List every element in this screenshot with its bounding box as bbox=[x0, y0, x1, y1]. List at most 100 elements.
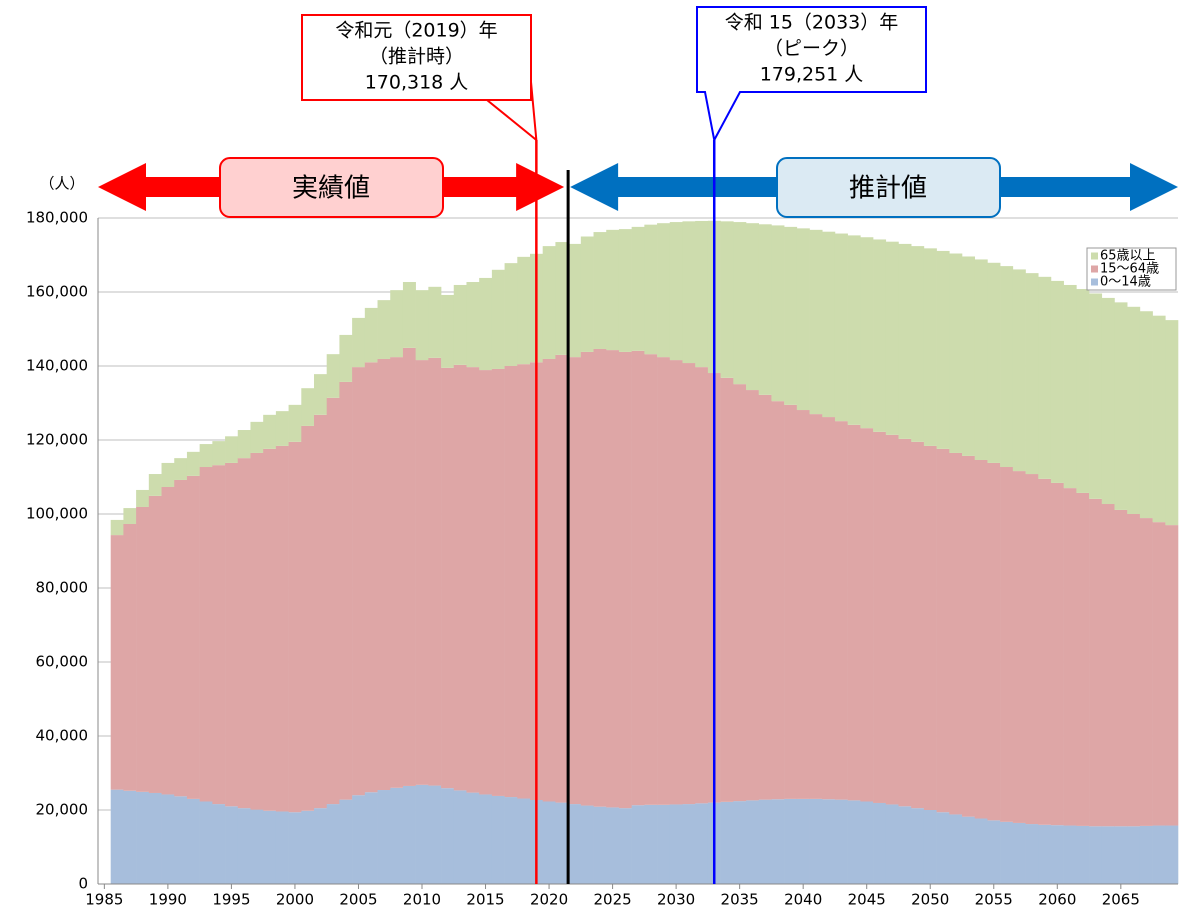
bar-segment bbox=[923, 445, 937, 810]
bar-segment bbox=[1139, 311, 1153, 519]
bar-segment bbox=[606, 350, 620, 808]
bar-segment bbox=[911, 246, 925, 442]
bar-segment bbox=[364, 362, 378, 793]
bar-segment bbox=[225, 462, 239, 807]
bar-segment bbox=[275, 811, 289, 884]
bar-segment bbox=[936, 812, 950, 884]
bar-segment bbox=[1076, 825, 1090, 884]
bar-segment bbox=[555, 354, 569, 803]
x-tick-label: 2055 bbox=[975, 891, 1013, 909]
bar-segment bbox=[1152, 522, 1166, 826]
bar-segment bbox=[618, 229, 632, 352]
bar-segment bbox=[225, 436, 239, 463]
bar-segment bbox=[415, 360, 429, 785]
bar-segment bbox=[1038, 478, 1052, 825]
period-label: 実績値 bbox=[292, 174, 370, 204]
bar-segment bbox=[301, 388, 315, 426]
bar-segment bbox=[568, 243, 582, 358]
bar-segment bbox=[275, 445, 289, 812]
bar-segment bbox=[275, 411, 289, 446]
bar-segment bbox=[1165, 825, 1179, 884]
bar-segment bbox=[860, 237, 874, 429]
bar-segment bbox=[618, 808, 632, 884]
bar-segment bbox=[885, 804, 899, 884]
y-tick-label: 180,000 bbox=[26, 209, 88, 227]
bar-segment bbox=[962, 455, 976, 817]
bar-segment bbox=[390, 290, 404, 358]
bar-segment bbox=[453, 790, 467, 884]
bar-segment bbox=[733, 222, 747, 385]
bar-segment bbox=[1012, 269, 1026, 472]
callout-text: （推計時） bbox=[369, 46, 464, 68]
bar-segment bbox=[466, 282, 480, 368]
x-tick-label: 2045 bbox=[848, 891, 886, 909]
bar-segment bbox=[911, 808, 925, 884]
bar-segment bbox=[1012, 471, 1026, 823]
bar-segment bbox=[352, 317, 366, 368]
bar-segment bbox=[555, 242, 569, 355]
bar-segment bbox=[402, 347, 416, 786]
bar-segment bbox=[491, 368, 505, 796]
legend-box bbox=[1086, 247, 1177, 291]
bar-segment bbox=[974, 459, 988, 819]
bar-segment bbox=[796, 228, 810, 411]
bar-segment bbox=[1038, 824, 1052, 884]
legend-swatch bbox=[1091, 265, 1098, 273]
bar-segment bbox=[1139, 825, 1153, 884]
bar-segment bbox=[834, 799, 848, 884]
bar-segment bbox=[657, 223, 671, 358]
bar-segment bbox=[987, 462, 1001, 821]
bar-segment bbox=[402, 785, 416, 884]
bar-segment bbox=[618, 351, 632, 809]
bar-segment bbox=[1038, 276, 1052, 479]
bar-segment bbox=[1089, 498, 1103, 827]
bar-segment bbox=[695, 803, 709, 884]
bar-segment bbox=[364, 792, 378, 884]
bar-segment bbox=[415, 290, 429, 361]
bar-segment bbox=[1114, 302, 1128, 510]
bar-segment bbox=[606, 807, 620, 884]
y-tick-label: 80,000 bbox=[36, 579, 89, 597]
bar-segment bbox=[568, 357, 582, 805]
x-tick-label: 1985 bbox=[85, 891, 123, 909]
bar-segment bbox=[1127, 826, 1141, 884]
bar-segment bbox=[339, 381, 353, 800]
bar-segment bbox=[148, 792, 162, 884]
bar-segment bbox=[123, 790, 137, 884]
callout-text: 令和元（2019）年 bbox=[335, 20, 497, 42]
callout-box bbox=[301, 14, 538, 143]
bar-segment bbox=[1000, 266, 1014, 468]
bar-segment bbox=[1127, 306, 1141, 514]
bar-segment bbox=[1101, 826, 1115, 884]
bar-segment bbox=[377, 358, 391, 791]
bar-segment bbox=[1000, 821, 1014, 884]
bar-segment bbox=[657, 357, 671, 805]
bar-segment bbox=[263, 810, 277, 884]
bar-segment bbox=[1050, 280, 1064, 483]
bar-segment bbox=[746, 390, 760, 801]
bar-segment bbox=[580, 351, 594, 806]
bar-segment bbox=[161, 794, 175, 884]
bar-segment bbox=[110, 789, 124, 884]
bar-segment bbox=[949, 814, 963, 884]
x-tick-label: 2005 bbox=[339, 891, 377, 909]
bar-segment bbox=[428, 357, 442, 786]
bar-segment bbox=[593, 232, 607, 349]
bar-segment bbox=[796, 798, 810, 884]
bar-segment bbox=[644, 354, 658, 805]
bar-segment bbox=[161, 462, 175, 487]
bar-segment bbox=[110, 519, 124, 536]
bar-segment bbox=[873, 431, 887, 803]
bar-segment bbox=[491, 795, 505, 884]
bar-segment bbox=[148, 495, 162, 793]
bar-segment bbox=[847, 800, 861, 884]
bar-segment bbox=[237, 808, 251, 884]
bar-segment bbox=[441, 294, 455, 368]
bar-segment bbox=[974, 259, 988, 460]
bar-segment bbox=[453, 364, 467, 791]
bar-segment bbox=[758, 799, 772, 884]
bar-segment bbox=[834, 421, 848, 800]
bar-segment bbox=[593, 348, 607, 807]
bar-segment bbox=[1165, 525, 1179, 826]
x-tick-label: 2060 bbox=[1038, 891, 1076, 909]
